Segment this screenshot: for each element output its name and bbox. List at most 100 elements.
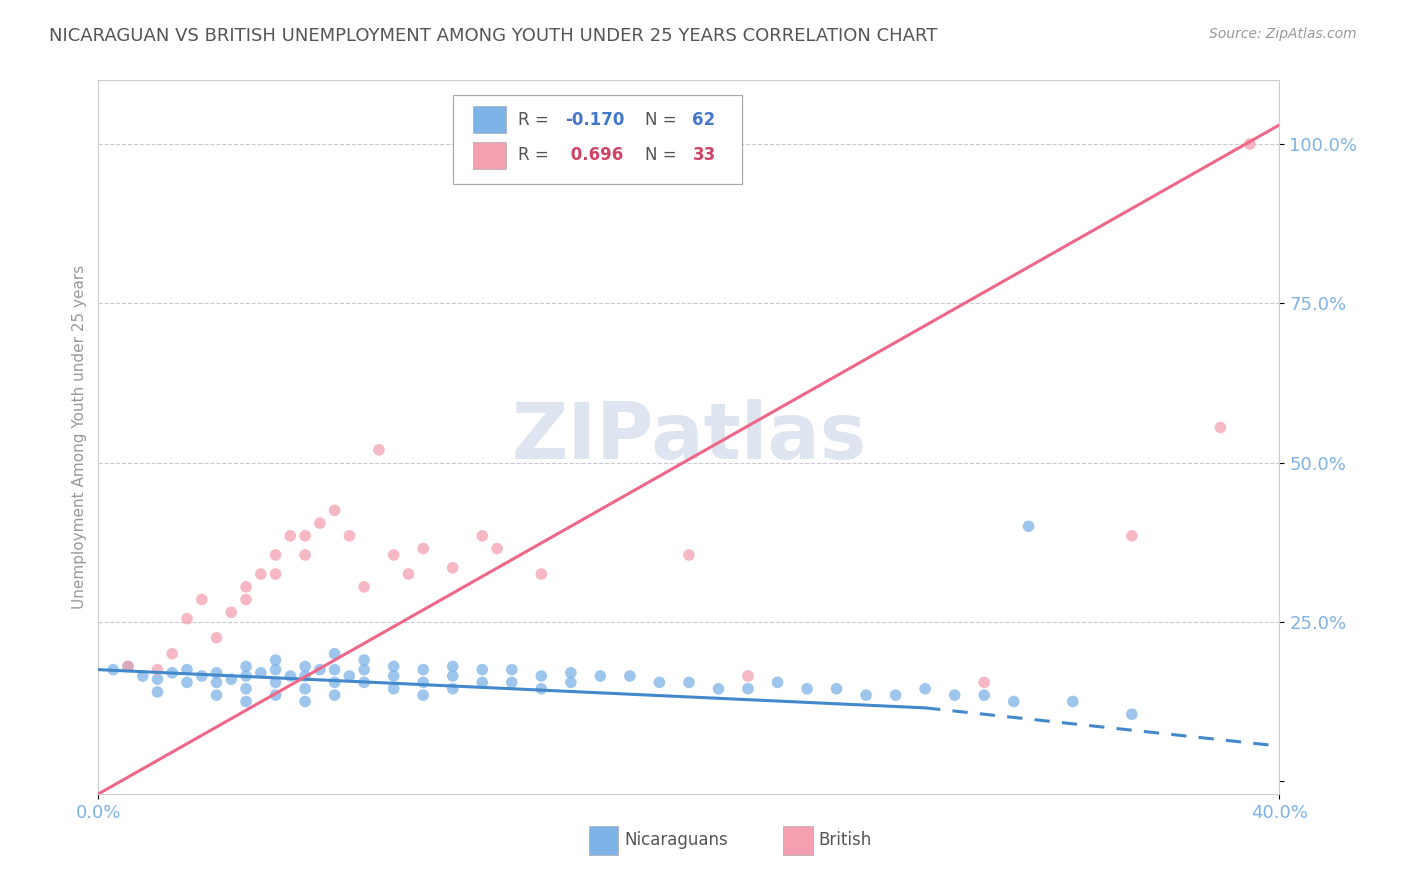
Text: N =: N = (645, 146, 682, 164)
Point (619, 669, 641, 683)
Point (235, 592, 257, 607)
Point (560, 665, 582, 680)
Text: 33: 33 (693, 146, 716, 164)
Point (264, 653, 287, 667)
FancyBboxPatch shape (589, 826, 619, 855)
Point (264, 688, 287, 702)
Point (323, 647, 346, 661)
Point (678, 675, 700, 690)
Point (294, 681, 316, 696)
Point (1018, 519, 1040, 533)
FancyBboxPatch shape (783, 826, 813, 855)
Point (323, 503, 346, 517)
Point (441, 681, 464, 696)
Point (294, 669, 316, 683)
Point (205, 665, 228, 680)
Point (280, 529, 302, 543)
Point (132, 669, 155, 683)
Text: 0.696: 0.696 (565, 146, 623, 164)
Y-axis label: Unemployment Among Youth under 25 years: Unemployment Among Youth under 25 years (72, 265, 87, 609)
Point (176, 663, 198, 677)
Point (1239, 136, 1261, 151)
Point (235, 580, 257, 594)
Point (294, 659, 316, 673)
FancyBboxPatch shape (472, 142, 506, 169)
Point (191, 669, 214, 683)
Point (589, 669, 612, 683)
Point (146, 672, 169, 686)
Point (855, 688, 877, 702)
Point (441, 669, 464, 683)
Point (264, 663, 287, 677)
Point (412, 663, 434, 677)
Point (339, 529, 361, 543)
Point (235, 669, 257, 683)
Point (412, 688, 434, 702)
Point (280, 669, 302, 683)
Point (1062, 694, 1084, 708)
Point (648, 675, 671, 690)
Point (221, 605, 243, 619)
Text: 62: 62 (693, 111, 716, 128)
Text: NICARAGUAN VS BRITISH UNEMPLOYMENT AMONG YOUTH UNDER 25 YEARS CORRELATION CHART: NICARAGUAN VS BRITISH UNEMPLOYMENT AMONG… (49, 27, 938, 45)
Point (103, 663, 125, 677)
Point (294, 529, 316, 543)
Text: N =: N = (645, 111, 682, 128)
Point (825, 681, 848, 696)
Point (235, 681, 257, 696)
Point (221, 672, 243, 686)
Point (471, 529, 494, 543)
Point (530, 681, 553, 696)
FancyBboxPatch shape (472, 106, 506, 133)
Point (412, 675, 434, 690)
Point (1209, 420, 1232, 434)
Point (117, 659, 139, 673)
Point (884, 688, 907, 702)
Text: Source: ZipAtlas.com: Source: ZipAtlas.com (1209, 27, 1357, 41)
Point (707, 681, 730, 696)
Point (323, 688, 346, 702)
Point (294, 694, 316, 708)
Point (973, 688, 995, 702)
Point (398, 567, 420, 582)
Point (191, 592, 214, 607)
Point (339, 669, 361, 683)
Point (309, 663, 332, 677)
Point (176, 612, 198, 626)
Point (530, 567, 553, 582)
Point (353, 653, 375, 667)
Point (530, 669, 553, 683)
Text: British: British (818, 831, 872, 849)
Point (146, 663, 169, 677)
Point (914, 681, 936, 696)
FancyBboxPatch shape (453, 95, 742, 184)
Point (368, 442, 391, 457)
Point (766, 675, 789, 690)
Point (235, 659, 257, 673)
Text: R =: R = (517, 111, 554, 128)
Text: Nicaraguans: Nicaraguans (624, 831, 728, 849)
Text: ZIPatlas: ZIPatlas (512, 399, 866, 475)
Point (560, 675, 582, 690)
Point (309, 516, 332, 530)
Point (737, 681, 759, 696)
Point (235, 694, 257, 708)
Point (353, 675, 375, 690)
Text: -0.170: -0.170 (565, 111, 624, 128)
Point (501, 663, 523, 677)
Point (471, 663, 494, 677)
Point (973, 675, 995, 690)
Point (1121, 707, 1143, 722)
Point (117, 659, 139, 673)
Point (250, 567, 273, 582)
Point (162, 647, 183, 661)
Point (1121, 529, 1143, 543)
Point (264, 675, 287, 690)
Point (205, 688, 228, 702)
Point (441, 560, 464, 574)
Point (146, 685, 169, 699)
Point (323, 675, 346, 690)
Point (412, 541, 434, 556)
Point (264, 548, 287, 562)
Point (205, 631, 228, 645)
